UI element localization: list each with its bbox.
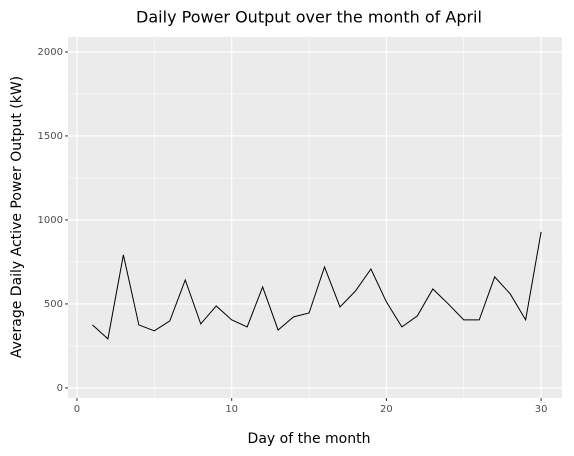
x-tick-label: 0	[74, 404, 80, 415]
line	[92, 231, 542, 340]
grid	[68, 37, 562, 398]
x-tick-label: 30	[535, 404, 548, 415]
y-axis-label: Average Daily Active Power Output (kW)	[9, 76, 25, 358]
y-tick-label: 500	[44, 299, 63, 310]
x-tick-label: 10	[225, 404, 238, 415]
x-tick-label: 20	[380, 404, 393, 415]
x-axis-label: Day of the month	[248, 431, 371, 447]
y-tick-label: 1000	[38, 215, 63, 226]
y-tick-label: 1500	[38, 131, 63, 142]
marks	[92, 231, 542, 340]
chart-title: Daily Power Output over the month of Apr…	[136, 8, 482, 27]
panel	[68, 37, 562, 398]
y-tick-label: 2000	[38, 47, 63, 58]
y-tick-label: 0	[57, 383, 63, 394]
